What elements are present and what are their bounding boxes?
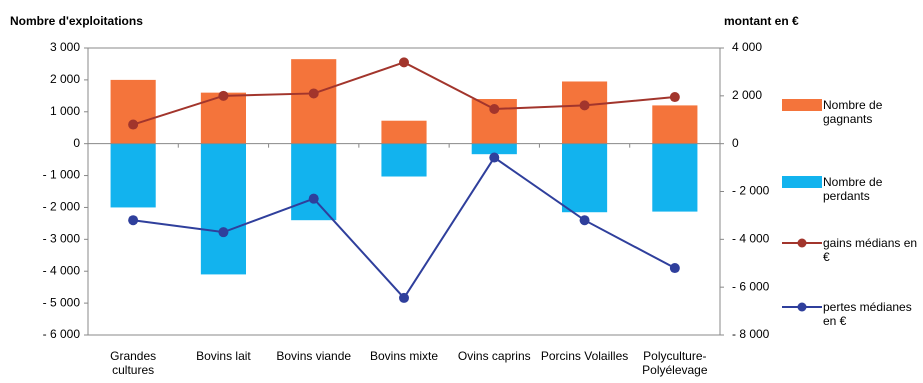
legend-label: pertes médianes en € bbox=[823, 300, 912, 328]
y2-tick-label: - 8 000 bbox=[732, 327, 770, 341]
bar bbox=[652, 105, 698, 144]
legend-label: Nombre de gagnants bbox=[823, 98, 883, 126]
x-tick-label: Bovins viande bbox=[276, 349, 352, 363]
bar bbox=[652, 143, 698, 212]
y-tick-label: - 3 000 bbox=[43, 232, 81, 246]
marker bbox=[308, 193, 319, 204]
x-tick-label: Grandes cultures bbox=[110, 349, 157, 377]
y2-tick-label: 0 bbox=[732, 136, 739, 150]
bar bbox=[291, 59, 337, 144]
y-tick-label: 3 000 bbox=[50, 40, 80, 54]
marker bbox=[128, 215, 139, 226]
marker bbox=[669, 92, 680, 103]
bar bbox=[110, 79, 156, 144]
legend-swatch bbox=[782, 99, 822, 111]
y2-tick-label: - 2 000 bbox=[732, 184, 770, 198]
legend-label: Nombre de perdants bbox=[823, 175, 883, 203]
bar bbox=[471, 143, 517, 155]
marker bbox=[128, 119, 139, 130]
x-tick-label: Ovins caprins bbox=[457, 349, 531, 363]
y-tick-label: - 2 000 bbox=[43, 200, 81, 214]
bar bbox=[291, 143, 337, 221]
bar bbox=[200, 143, 246, 275]
y-tick-label: 0 bbox=[73, 136, 80, 150]
y-tick-label: 1 000 bbox=[50, 104, 80, 118]
y2-tick-label: 2 000 bbox=[732, 88, 762, 102]
legend-label: gains médians en € bbox=[823, 236, 918, 264]
bar bbox=[562, 81, 608, 144]
marker bbox=[489, 103, 500, 114]
marker bbox=[399, 292, 409, 303]
bar bbox=[381, 143, 427, 177]
bar bbox=[110, 143, 156, 208]
y-tick-label: - 6 000 bbox=[43, 327, 81, 341]
bar bbox=[562, 143, 608, 213]
y-tick-label: - 1 000 bbox=[43, 168, 81, 182]
y-tick-label: 2 000 bbox=[50, 72, 80, 86]
y2-tick-label: 4 000 bbox=[732, 40, 762, 54]
legend-marker bbox=[797, 302, 807, 312]
x-tick-label: Polyculture-Polyélevage bbox=[642, 349, 708, 377]
marker bbox=[218, 227, 229, 238]
y2-axis-title: montant en € bbox=[724, 14, 799, 28]
x-tick-label: Bovins mixte bbox=[369, 349, 439, 363]
y-tick-label: - 4 000 bbox=[43, 263, 81, 277]
x-tick-label: Porcins Volailles bbox=[540, 349, 629, 363]
y-tick-label: - 5 000 bbox=[43, 295, 81, 309]
marker bbox=[669, 263, 680, 274]
marker bbox=[579, 100, 590, 111]
marker bbox=[308, 88, 319, 99]
legend-swatch bbox=[782, 176, 822, 188]
x-tick-label: Bovins lait bbox=[196, 349, 251, 363]
marker bbox=[399, 57, 409, 68]
legend-marker bbox=[797, 238, 807, 248]
marker bbox=[489, 152, 500, 163]
marker bbox=[218, 90, 229, 101]
y2-tick-label: - 6 000 bbox=[732, 279, 770, 293]
marker bbox=[579, 215, 590, 226]
y-axis-title: Nombre d'exploitations bbox=[10, 14, 143, 28]
plot-border bbox=[87, 47, 721, 336]
bar bbox=[381, 120, 427, 144]
y2-tick-label: - 4 000 bbox=[732, 232, 770, 246]
